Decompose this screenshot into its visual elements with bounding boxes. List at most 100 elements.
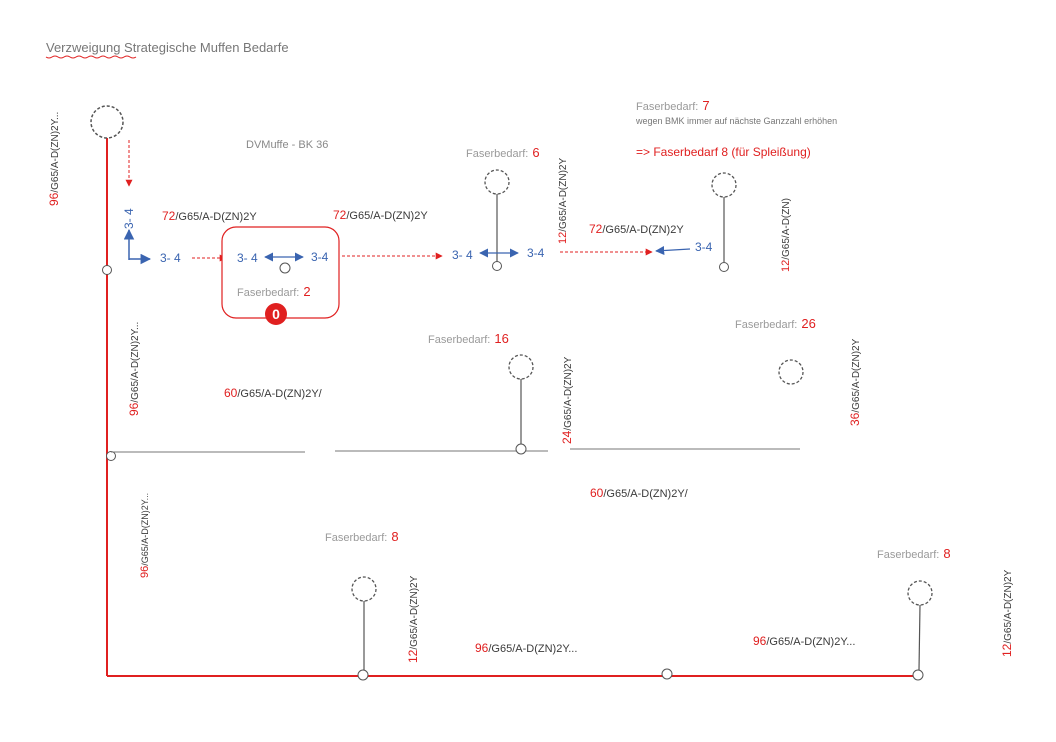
- node-26-label: Faserbedarf:: [735, 319, 797, 331]
- annotation-label: Faserbedarf:: [636, 101, 698, 113]
- port-label-mid-right: 3-4: [527, 246, 545, 260]
- cable-drop-7-count: 12: [780, 260, 792, 272]
- cable-drop-16-type: /G65/A-D(ZN)2Y: [563, 356, 574, 430]
- cable-bottom-right-count: 96: [753, 634, 767, 648]
- port-arrow-left: [655, 245, 691, 256]
- cable-drop-16: 24/G65/A-D(ZN)2Y: [560, 356, 574, 444]
- cable-trunk-mid-count: 96: [127, 402, 141, 416]
- cable-trunk-top: 96/G65/A-D(ZN)2Y...: [47, 112, 61, 206]
- cable-bottom-mid: 96/G65/A-D(ZN)2Y...: [475, 641, 577, 655]
- cable-branch-left: 60/G65/A-D(ZN)2Y/: [224, 386, 323, 400]
- annotation-value: 7: [702, 98, 709, 113]
- node-6-value: 6: [532, 145, 539, 160]
- cable-feed: 72/G65/A-D(ZN)2Y: [162, 209, 257, 223]
- node-26-faserbedarf: Faserbedarf: 26: [735, 316, 816, 331]
- cable-branch-left-type: /G65/A-D(ZN)2Y/: [237, 388, 322, 400]
- cable-branch-right-count: 60: [590, 486, 604, 500]
- node-6-faserbedarf: Faserbedarf: 6: [466, 145, 540, 160]
- cable-bottom-right-type: /G65/A-D(ZN)2Y...: [766, 636, 855, 648]
- node-16-faserbedarf: Faserbedarf: 16: [428, 331, 509, 346]
- cable-bottom-mid-type: /G65/A-D(ZN)2Y...: [488, 643, 577, 655]
- cable-drop-8a-type: /G65/A-D(ZN)2Y: [409, 575, 420, 649]
- trunk-junction: [106, 451, 116, 461]
- cable-to-right-type: /G65/A-D(ZN)2Y: [602, 224, 684, 236]
- muffe-status-badge: [265, 303, 287, 325]
- trunk-junction: [661, 668, 673, 680]
- node-6-muffe: [484, 169, 510, 195]
- cable-feed-type: /G65/A-D(ZN)2Y: [175, 211, 257, 223]
- cable-branch-left-count: 60: [224, 386, 238, 400]
- cable-drop-8b-type: /G65/A-D(ZN)2Y: [1003, 569, 1014, 643]
- source-node: [90, 105, 124, 139]
- node-16-value: 16: [494, 331, 508, 346]
- cable-box-out-count: 72: [333, 208, 347, 222]
- cable-bottom-mid-count: 96: [475, 641, 489, 655]
- cable-drop-26-count: 36: [848, 412, 862, 426]
- node-8a-label: Faserbedarf:: [325, 532, 387, 544]
- port-label-left-in: 3- 4: [160, 251, 181, 265]
- port-label-vertical: 3- 4: [122, 208, 136, 229]
- cable-box-out: 72/G65/A-D(ZN)2Y: [333, 208, 428, 222]
- annotation-result: => Faserbedarf 8 (für Spleißung): [636, 145, 811, 159]
- node-6-label: Faserbedarf:: [466, 148, 528, 160]
- annotation-note: wegen BMK immer auf nächste Ganzzahl erh…: [635, 116, 837, 126]
- cable-trunk-top-type: /G65/A-D(ZN)2Y...: [50, 112, 61, 193]
- cable-to-right: 72/G65/A-D(ZN)2Y: [589, 222, 684, 236]
- muffe-faserbedarf: Faserbedarf: 2: [237, 284, 311, 299]
- cable-drop-26-type: /G65/A-D(ZN)2Y: [851, 338, 862, 412]
- trunk-junction: [357, 669, 369, 681]
- node-8b-muffe: [907, 580, 933, 606]
- cable-bottom-right: 96/G65/A-D(ZN)2Y...: [753, 634, 855, 648]
- cable-branch-right: 60/G65/A-D(ZN)2Y/: [590, 486, 689, 500]
- node-26-value: 26: [801, 316, 815, 331]
- cable-drop-6: 12/G65/A-D(ZN)2Y: [557, 158, 569, 244]
- cable-drop-8a: 12/G65/A-D(ZN)2Y: [406, 575, 420, 663]
- node-8a-faserbedarf: Faserbedarf: 8: [325, 529, 399, 544]
- cable-feed-count: 72: [162, 209, 176, 223]
- cable-drop-8b: 12/G65/A-D(ZN)2Y: [1000, 569, 1014, 657]
- spellcheck-underline: [45, 55, 137, 59]
- cable-trunk-top-count: 96: [47, 192, 61, 206]
- cable-drop-7-type: /G65/A-D(ZN): [781, 198, 792, 260]
- cable-drop-8b-count: 12: [1000, 643, 1014, 657]
- muffe-faserbedarf-value: 2: [303, 284, 310, 299]
- dvm-label: DVMuffe - BK 36: [246, 139, 328, 151]
- node-7-muffe: [711, 172, 737, 198]
- node-6-junction: [492, 261, 502, 271]
- cable-trunk-low-type: /G65/A-D(ZN)2Y...: [140, 493, 150, 566]
- cable-drop-16-count: 24: [560, 430, 574, 444]
- cable-trunk-low: 96/G65/A-D(ZN)2Y...: [139, 493, 151, 578]
- port-label-mid-left: 3- 4: [452, 248, 473, 262]
- node-8a-muffe: [351, 576, 377, 602]
- node-16-label: Faserbedarf:: [428, 334, 490, 346]
- trunk-junction: [912, 669, 924, 681]
- muffe-badge-text: 0: [272, 306, 280, 322]
- cable-branch-right-type: /G65/A-D(ZN)2Y/: [603, 488, 688, 500]
- muffe-faserbedarf-label: Faserbedarf:: [237, 287, 299, 299]
- annotation-faserbedarf: Faserbedarf: 7: [636, 98, 710, 113]
- node-8a-value: 8: [391, 529, 398, 544]
- muffe-port-left: 3- 4: [237, 251, 258, 265]
- node-7-junction: [719, 262, 729, 272]
- cable-box-out-type: /G65/A-D(ZN)2Y: [346, 210, 428, 222]
- muffe-port-right: 3-4: [311, 250, 329, 264]
- node-26-muffe: [778, 359, 804, 385]
- node-8b-value: 8: [943, 546, 950, 561]
- page-title: Verzweigung Strategische Muffen Bedarfe: [46, 40, 289, 55]
- port-label-right: 3-4: [695, 240, 713, 254]
- cable-trunk-mid-type: /G65/A-D(ZN)2Y...: [130, 322, 141, 403]
- node-8b-drop: [918, 604, 921, 671]
- cable-to-right-count: 72: [589, 222, 603, 236]
- node-16-junction: [515, 443, 527, 455]
- cable-drop-6-count: 12: [557, 232, 569, 244]
- node-16-muffe: [508, 354, 534, 380]
- cable-drop-8a-count: 12: [406, 649, 420, 663]
- cable-drop-7: 12/G65/A-D(ZN): [780, 198, 792, 272]
- node-8b-faserbedarf: Faserbedarf: 8: [877, 546, 951, 561]
- node-8b-label: Faserbedarf:: [877, 549, 939, 561]
- cable-drop-6-type: /G65/A-D(ZN)2Y: [558, 158, 569, 232]
- muffe-splice-point: [279, 262, 291, 274]
- cable-trunk-low-count: 96: [139, 566, 151, 578]
- cable-trunk-mid: 96/G65/A-D(ZN)2Y...: [127, 322, 141, 416]
